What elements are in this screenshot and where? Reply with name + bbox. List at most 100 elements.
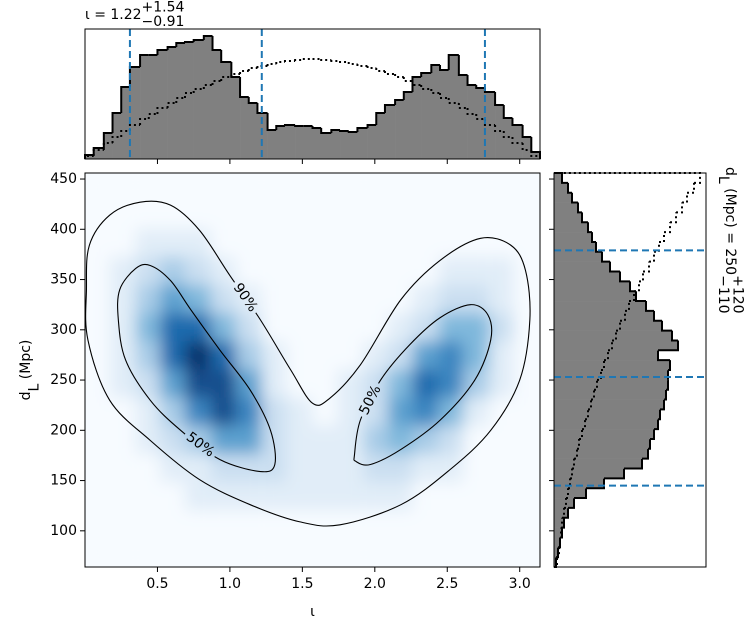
- heatmap-cell: [489, 453, 516, 484]
- histogram-bar: [348, 132, 358, 159]
- heatmap-cell: [363, 200, 390, 230]
- histogram-bar: [554, 320, 662, 331]
- heatmap-cell: [184, 256, 212, 287]
- prior-step: [604, 350, 609, 362]
- prior-step: [568, 478, 571, 490]
- prior-step: [601, 360, 605, 371]
- text-superscript: +120: [730, 275, 746, 313]
- histogram-outline: [581, 212, 588, 224]
- prior-step: [579, 429, 583, 440]
- histogram-outline: [320, 128, 332, 134]
- histogram-outline: [239, 77, 249, 98]
- histogram-bar: [321, 133, 332, 159]
- prior-step: [120, 130, 130, 137]
- prior-step: [466, 108, 477, 115]
- prior-step: [570, 468, 573, 480]
- histogram-bar: [312, 128, 322, 159]
- heatmap-cell: [438, 285, 465, 315]
- heatmap-cell: [286, 453, 313, 484]
- heatmap-cell: [438, 228, 465, 258]
- heatmap-cell: [489, 228, 516, 258]
- text: ι: [310, 604, 315, 620]
- histogram-bar: [554, 547, 558, 558]
- prior-step: [275, 61, 285, 64]
- prior-step: [687, 182, 695, 194]
- histogram-bar: [421, 73, 432, 159]
- heatmap-cell: [235, 228, 262, 258]
- y-tick-label: 100: [50, 523, 77, 539]
- prior-step: [639, 271, 644, 283]
- histogram-outline: [466, 75, 477, 86]
- text-subscript: L: [26, 383, 42, 391]
- histogram-bar: [240, 97, 250, 159]
- histogram-outline: [375, 112, 385, 125]
- histogram-bar: [231, 77, 241, 159]
- heatmap-cell: [211, 285, 238, 315]
- histogram-bar: [554, 438, 650, 450]
- heatmap-cell: [438, 369, 465, 399]
- heatmap-cell: [412, 369, 439, 399]
- heatmap-cell: [109, 425, 136, 455]
- heatmap-cell: [286, 228, 313, 258]
- histogram-bar: [554, 251, 602, 262]
- heatmap-cell: [438, 425, 465, 455]
- prior-step: [339, 61, 349, 63]
- heatmap-cell: [363, 228, 390, 258]
- heatmap-cell: [109, 341, 136, 371]
- histogram-bar: [403, 92, 413, 159]
- y-tick-label: 350: [50, 272, 77, 288]
- prior-step: [420, 85, 432, 90]
- text-subscript: −110: [715, 275, 731, 313]
- histogram-bar: [467, 85, 477, 159]
- histogram-outline: [494, 92, 504, 106]
- heatmap-cell: [412, 510, 439, 540]
- heatmap-cell: [261, 228, 288, 258]
- heatmap-cell: [261, 397, 288, 427]
- histogram-outline: [521, 125, 532, 138]
- histogram-bar: [367, 125, 377, 159]
- heatmap-cell: [489, 482, 516, 512]
- prior-step: [582, 419, 586, 431]
- heatmap-cell: [438, 538, 465, 567]
- heatmap-cell: [463, 285, 490, 315]
- heatmap-cell: [489, 425, 516, 455]
- heatmap-cell: [337, 482, 364, 512]
- histogram-outline: [654, 419, 659, 431]
- heatmap-cell: [363, 425, 390, 455]
- heatmap-cell: [312, 453, 339, 484]
- heatmap-cell: [135, 425, 162, 455]
- prior-step: [394, 74, 404, 78]
- heatmap-cell: [513, 173, 540, 202]
- heatmap-cell: [109, 453, 136, 484]
- prior-step: [649, 251, 655, 263]
- histogram-outline: [511, 118, 523, 126]
- heatmap-cell: [463, 256, 490, 287]
- prior-step: [139, 118, 149, 125]
- heatmap-cell: [160, 256, 187, 287]
- histogram-outline: [247, 97, 258, 104]
- x-tick-label: 0.5: [146, 576, 168, 592]
- prior-step: [192, 88, 204, 93]
- heatmap-cell: [261, 369, 288, 399]
- heatmap-cell: [160, 341, 187, 371]
- histogram-outline: [139, 54, 149, 67]
- heatmap-cell: [337, 538, 364, 567]
- heatmap-cell: [160, 453, 187, 484]
- heatmap-cell: [235, 369, 262, 399]
- prior-step: [366, 66, 377, 69]
- prior-step: [502, 131, 513, 138]
- histogram-bar: [276, 126, 286, 159]
- prior-step: [612, 330, 617, 342]
- heatmap-cell: [337, 369, 364, 399]
- contours: [85, 200, 531, 527]
- histogram-bar: [554, 350, 658, 361]
- y-tick-label: 450: [50, 171, 77, 187]
- heatmap-cell: [109, 285, 136, 315]
- histogram-bar: [554, 360, 670, 371]
- heatmap-cell: [363, 256, 390, 287]
- heatmap-cell: [160, 425, 187, 455]
- histogram-outline: [650, 429, 655, 440]
- heatmap-cell: [337, 200, 364, 230]
- histogram-bar: [331, 130, 341, 159]
- prior-step: [320, 59, 332, 61]
